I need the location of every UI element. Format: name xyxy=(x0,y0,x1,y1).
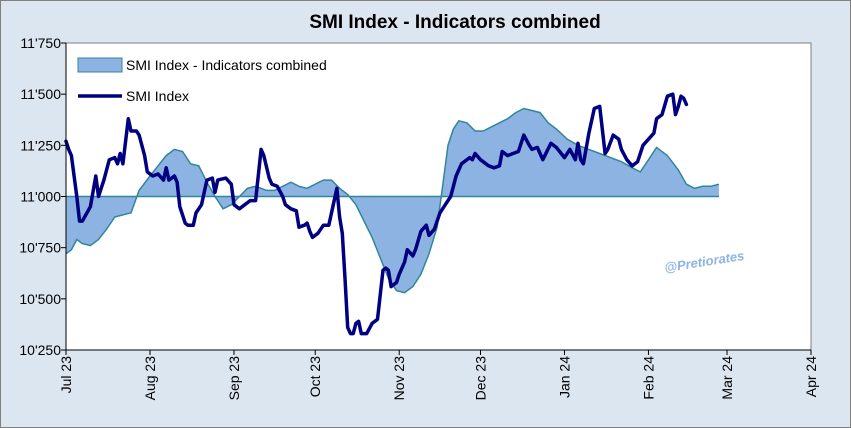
y-tick-label: 11'000 xyxy=(20,189,61,205)
x-tick-label: Nov 23 xyxy=(391,356,407,401)
x-tick-label: Aug 23 xyxy=(142,356,158,401)
x-tick-label: Dec 23 xyxy=(472,356,488,401)
legend-swatch-indicators xyxy=(77,57,123,73)
legend-label-indicators: SMI Index - Indicators combined xyxy=(126,57,327,73)
y-tick-label: 10'750 xyxy=(19,240,61,256)
y-tick-label: 10'250 xyxy=(19,342,61,358)
y-tick-label: 11'750 xyxy=(20,35,61,51)
y-tick-label: 11'500 xyxy=(20,86,61,102)
series-line-smi xyxy=(64,92,689,336)
series-area-indicators xyxy=(66,108,719,293)
x-tick-label: Jul 23 xyxy=(58,356,74,394)
x-tick-label: Mar 24 xyxy=(719,356,735,400)
x-tick-label: Oct 23 xyxy=(307,356,323,397)
y-tick-label: 11'250 xyxy=(20,137,61,153)
x-tick-label: Jan 24 xyxy=(556,356,572,398)
x-tick-label: Sep 23 xyxy=(226,356,242,401)
x-tick-label: Feb 24 xyxy=(640,356,656,400)
series-layer xyxy=(64,92,720,336)
y-tick-label: 10'500 xyxy=(19,291,61,307)
legend: SMI Index - Indicators combined SMI Inde… xyxy=(77,57,327,104)
legend-label-smi: SMI Index xyxy=(126,88,189,104)
chart-title: SMI Index - Indicators combined xyxy=(309,12,600,33)
axis-layer: 10'250 10'500 10'750 11'000 11'250 11'500 11'7… xyxy=(19,35,819,400)
x-tick-label: Apr 24 xyxy=(803,356,819,397)
